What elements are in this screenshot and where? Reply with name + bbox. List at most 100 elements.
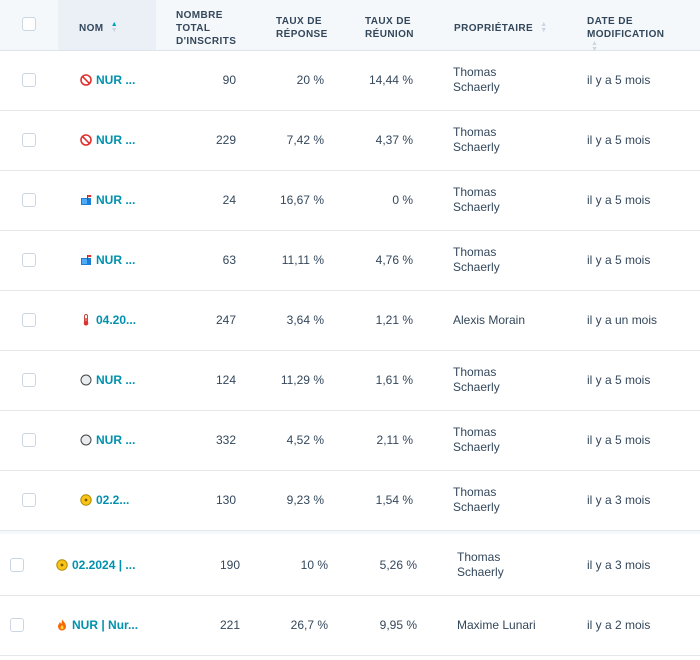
response-rate-value: 9,23 % [286, 493, 324, 507]
owner-name: Thomas Schaerly [453, 245, 500, 274]
modified-date: il y a 5 mois [587, 373, 651, 387]
owner-name: Thomas Schaerly [453, 185, 500, 214]
row-checkbox[interactable] [22, 193, 36, 207]
mailbox-icon [80, 194, 92, 206]
column-meeting-label: TAUX DE RÉUNION [365, 16, 414, 40]
column-modified-label: DATE DE MODIFICATION [587, 16, 665, 40]
meeting-rate-value: 0 % [392, 193, 413, 207]
white-circle-icon [80, 434, 92, 446]
table-row[interactable]: NUR ... 229 7,42 % 4,37 % Thomas Schaerly il … [0, 110, 700, 171]
response-rate-value: 3,64 % [286, 313, 324, 327]
column-total-header[interactable]: NOMBRE TOTAL D'INSCRITS [176, 9, 246, 48]
row-checkbox[interactable] [22, 493, 36, 507]
total-enrolled-value: 247 [215, 313, 236, 327]
sequence-name-link[interactable]: 04.20... [80, 313, 136, 327]
response-rate-value: 16,67 % [279, 193, 324, 207]
column-total-label: NOMBRE TOTAL D'INSCRITS [176, 10, 237, 47]
sort-ascending-icon[interactable]: ▲ ▼ [110, 21, 119, 35]
total-enrolled-value: 90 [222, 73, 236, 87]
table-row[interactable]: NUR ... 24 16,67 % 0 % Thomas Schaerly il y a… [0, 170, 700, 231]
owner-name: Alexis Morain [453, 313, 526, 327]
modified-date: il y a 5 mois [587, 253, 651, 267]
fire-icon [56, 619, 68, 631]
select-all-checkbox[interactable] [22, 17, 36, 31]
row-checkbox[interactable] [22, 313, 36, 327]
owner-name: Thomas Schaerly [453, 365, 500, 394]
table-row[interactable]: 04.20... 247 3,64 % 1,21 % Alexis Morain il y… [0, 290, 700, 351]
sequence-name-link[interactable]: 02.2... [80, 493, 129, 507]
sequence-name-label: NUR ... [96, 133, 136, 147]
table-row[interactable]: NUR ... 90 20 % 14,44 % Thomas Schaerly il y … [0, 50, 700, 111]
row-checkbox[interactable] [22, 133, 36, 147]
sequence-name-label: NUR ... [96, 253, 136, 267]
table-header: NOM ▲ ▼ NOMBRE TOTAL D'INSCRITS TAUX DE R… [0, 0, 700, 54]
total-enrolled-value: 124 [215, 373, 236, 387]
column-owner-header[interactable]: PROPRIÉTAIRE ▲ ▼ [454, 21, 548, 35]
meeting-rate-value: 14,44 % [368, 73, 413, 87]
modified-date: il y a 3 mois [587, 493, 651, 507]
owner-name: Thomas Schaerly [453, 485, 500, 514]
table-row[interactable]: NUR ... 124 11,29 % 1,61 % Thomas Schaerly il… [0, 350, 700, 411]
thermometer-icon [80, 314, 92, 326]
no-entry-icon [80, 74, 92, 86]
meeting-rate-value: 1,61 % [375, 373, 413, 387]
response-rate-value: 10 % [300, 558, 328, 572]
table-row[interactable]: NUR ... 332 4,52 % 2,11 % Thomas Schaerly il … [0, 410, 700, 471]
sequence-name-link[interactable]: NUR | Nur... [56, 618, 138, 632]
sequence-name-link[interactable]: NUR ... [80, 373, 135, 387]
meeting-rate-value: 5,26 % [379, 558, 417, 572]
owner-name: Thomas Schaerly [453, 125, 500, 154]
modified-date: il y a 5 mois [587, 193, 651, 207]
sort-icon[interactable]: ▲ ▼ [540, 21, 548, 35]
owner-name: Maxime Lunari [457, 618, 536, 632]
meeting-rate-value: 1,21 % [375, 313, 413, 327]
no-entry-icon [80, 134, 92, 146]
response-rate-value: 4,52 % [286, 433, 324, 447]
total-enrolled-value: 332 [215, 433, 236, 447]
modified-date: il y a 5 mois [587, 433, 651, 447]
row-checkbox[interactable] [10, 618, 24, 632]
row-checkbox[interactable] [10, 558, 24, 572]
total-enrolled-value: 130 [215, 493, 236, 507]
section-divider [0, 531, 700, 534]
sequence-name-link[interactable]: NUR ... [80, 193, 135, 207]
sequence-name-link[interactable]: 02.2024 | ... [56, 558, 135, 572]
response-rate-value: 11,29 % [280, 373, 324, 387]
coin-icon [56, 559, 68, 571]
response-rate-value: 11,11 % [281, 253, 324, 267]
row-checkbox[interactable] [22, 253, 36, 267]
total-enrolled-value: 63 [222, 253, 236, 267]
sequence-name-link[interactable]: NUR ... [80, 253, 135, 267]
owner-name: Thomas Schaerly [453, 65, 500, 94]
column-response-header[interactable]: TAUX DE RÉPONSE [276, 15, 336, 41]
total-enrolled-value: 221 [219, 618, 240, 632]
table-row[interactable]: NUR | Nur... 221 26,7 % 9,95 % Maxime Lunari… [0, 595, 700, 656]
column-name-header[interactable]: NOM ▲ ▼ [79, 21, 119, 35]
table-row[interactable]: 02.2024 | ... 190 10 % 5,26 % Thomas Schaerl… [0, 535, 700, 596]
row-checkbox[interactable] [22, 433, 36, 447]
row-checkbox[interactable] [22, 373, 36, 387]
sequence-name-label: NUR ... [96, 373, 136, 387]
modified-date: il y a 2 mois [587, 618, 651, 632]
modified-date: il y a 3 mois [587, 558, 651, 572]
column-modified-header[interactable]: DATE DE MODIFICATION ▲ ▼ [587, 15, 677, 54]
sequence-name-label: 04.20... [96, 313, 137, 327]
owner-name: Thomas Schaerly [457, 550, 504, 579]
column-meeting-header[interactable]: TAUX DE RÉUNION [365, 15, 425, 41]
sort-icon[interactable]: ▲ ▼ [591, 40, 599, 54]
table-row[interactable]: 02.2... 130 9,23 % 1,54 % Thomas Schaerly il … [0, 470, 700, 531]
meeting-rate-value: 4,37 % [375, 133, 413, 147]
sequence-name-link[interactable]: NUR ... [80, 73, 135, 87]
row-checkbox[interactable] [22, 73, 36, 87]
modified-date: il y a un mois [587, 313, 658, 327]
column-name-label: NOM [79, 23, 104, 34]
mailbox-icon [80, 254, 92, 266]
sequence-name-label: 02.2... [96, 493, 130, 507]
table-row[interactable]: NUR ... 63 11,11 % 4,76 % Thomas Schaerly il … [0, 230, 700, 291]
sequence-name-label: NUR ... [96, 433, 136, 447]
sequence-name-link[interactable]: NUR ... [80, 133, 135, 147]
total-enrolled-value: 24 [222, 193, 236, 207]
white-circle-icon [80, 374, 92, 386]
sequence-name-link[interactable]: NUR ... [80, 433, 135, 447]
